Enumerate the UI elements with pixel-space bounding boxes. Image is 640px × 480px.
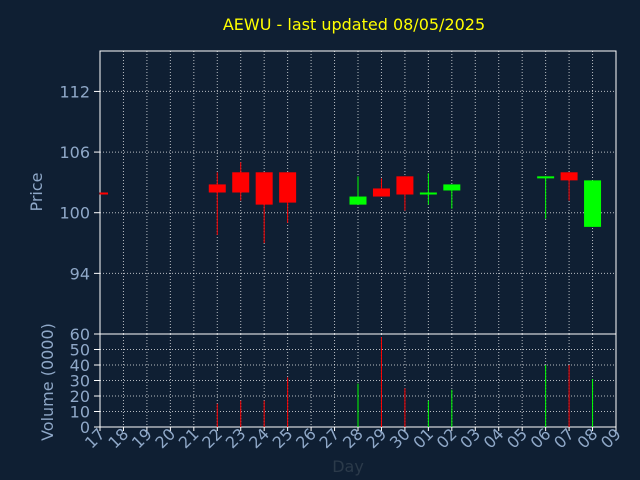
price-tick-labels: 94 100 106 112 xyxy=(59,82,100,283)
candle-body xyxy=(372,188,390,197)
candle-body xyxy=(100,192,108,195)
chart-title: AEWU - last updated 08/05/2025 xyxy=(223,15,485,34)
volume-tick-label: 60 xyxy=(70,325,90,344)
candle-body xyxy=(396,176,414,195)
volume-bars xyxy=(216,337,594,427)
x-axis-label: Day xyxy=(332,457,364,476)
candle-body xyxy=(208,184,226,193)
price-axis-label: Price xyxy=(27,172,46,211)
candle-body xyxy=(255,172,273,205)
volume-tick-label: 20 xyxy=(70,387,90,406)
candle-body xyxy=(419,192,437,195)
price-tick-label: 94 xyxy=(70,264,90,283)
price-tick-label: 106 xyxy=(59,143,90,162)
candle-body xyxy=(537,176,555,179)
volume-tick-label: 10 xyxy=(70,403,90,422)
candle-body xyxy=(560,172,578,181)
x-tick-label: 09 xyxy=(597,424,625,452)
volume-axis-label: Volume (0000) xyxy=(38,323,57,441)
candle-body xyxy=(279,172,297,203)
candles xyxy=(99,162,602,244)
candle-body xyxy=(584,180,602,227)
x-tick-labels: 1718192021222324252627282930010203040506… xyxy=(81,424,625,452)
volume-tick-label: 40 xyxy=(70,356,90,375)
candle-body xyxy=(349,196,367,205)
price-tick-label: 100 xyxy=(59,204,90,223)
price-tick-label: 112 xyxy=(59,82,90,101)
volume-tick-label: 0 xyxy=(80,418,90,437)
volume-tick-label: 30 xyxy=(70,372,90,391)
volume-tick-label: 50 xyxy=(70,341,90,360)
candle-body xyxy=(232,172,250,193)
candle-body xyxy=(443,184,461,191)
